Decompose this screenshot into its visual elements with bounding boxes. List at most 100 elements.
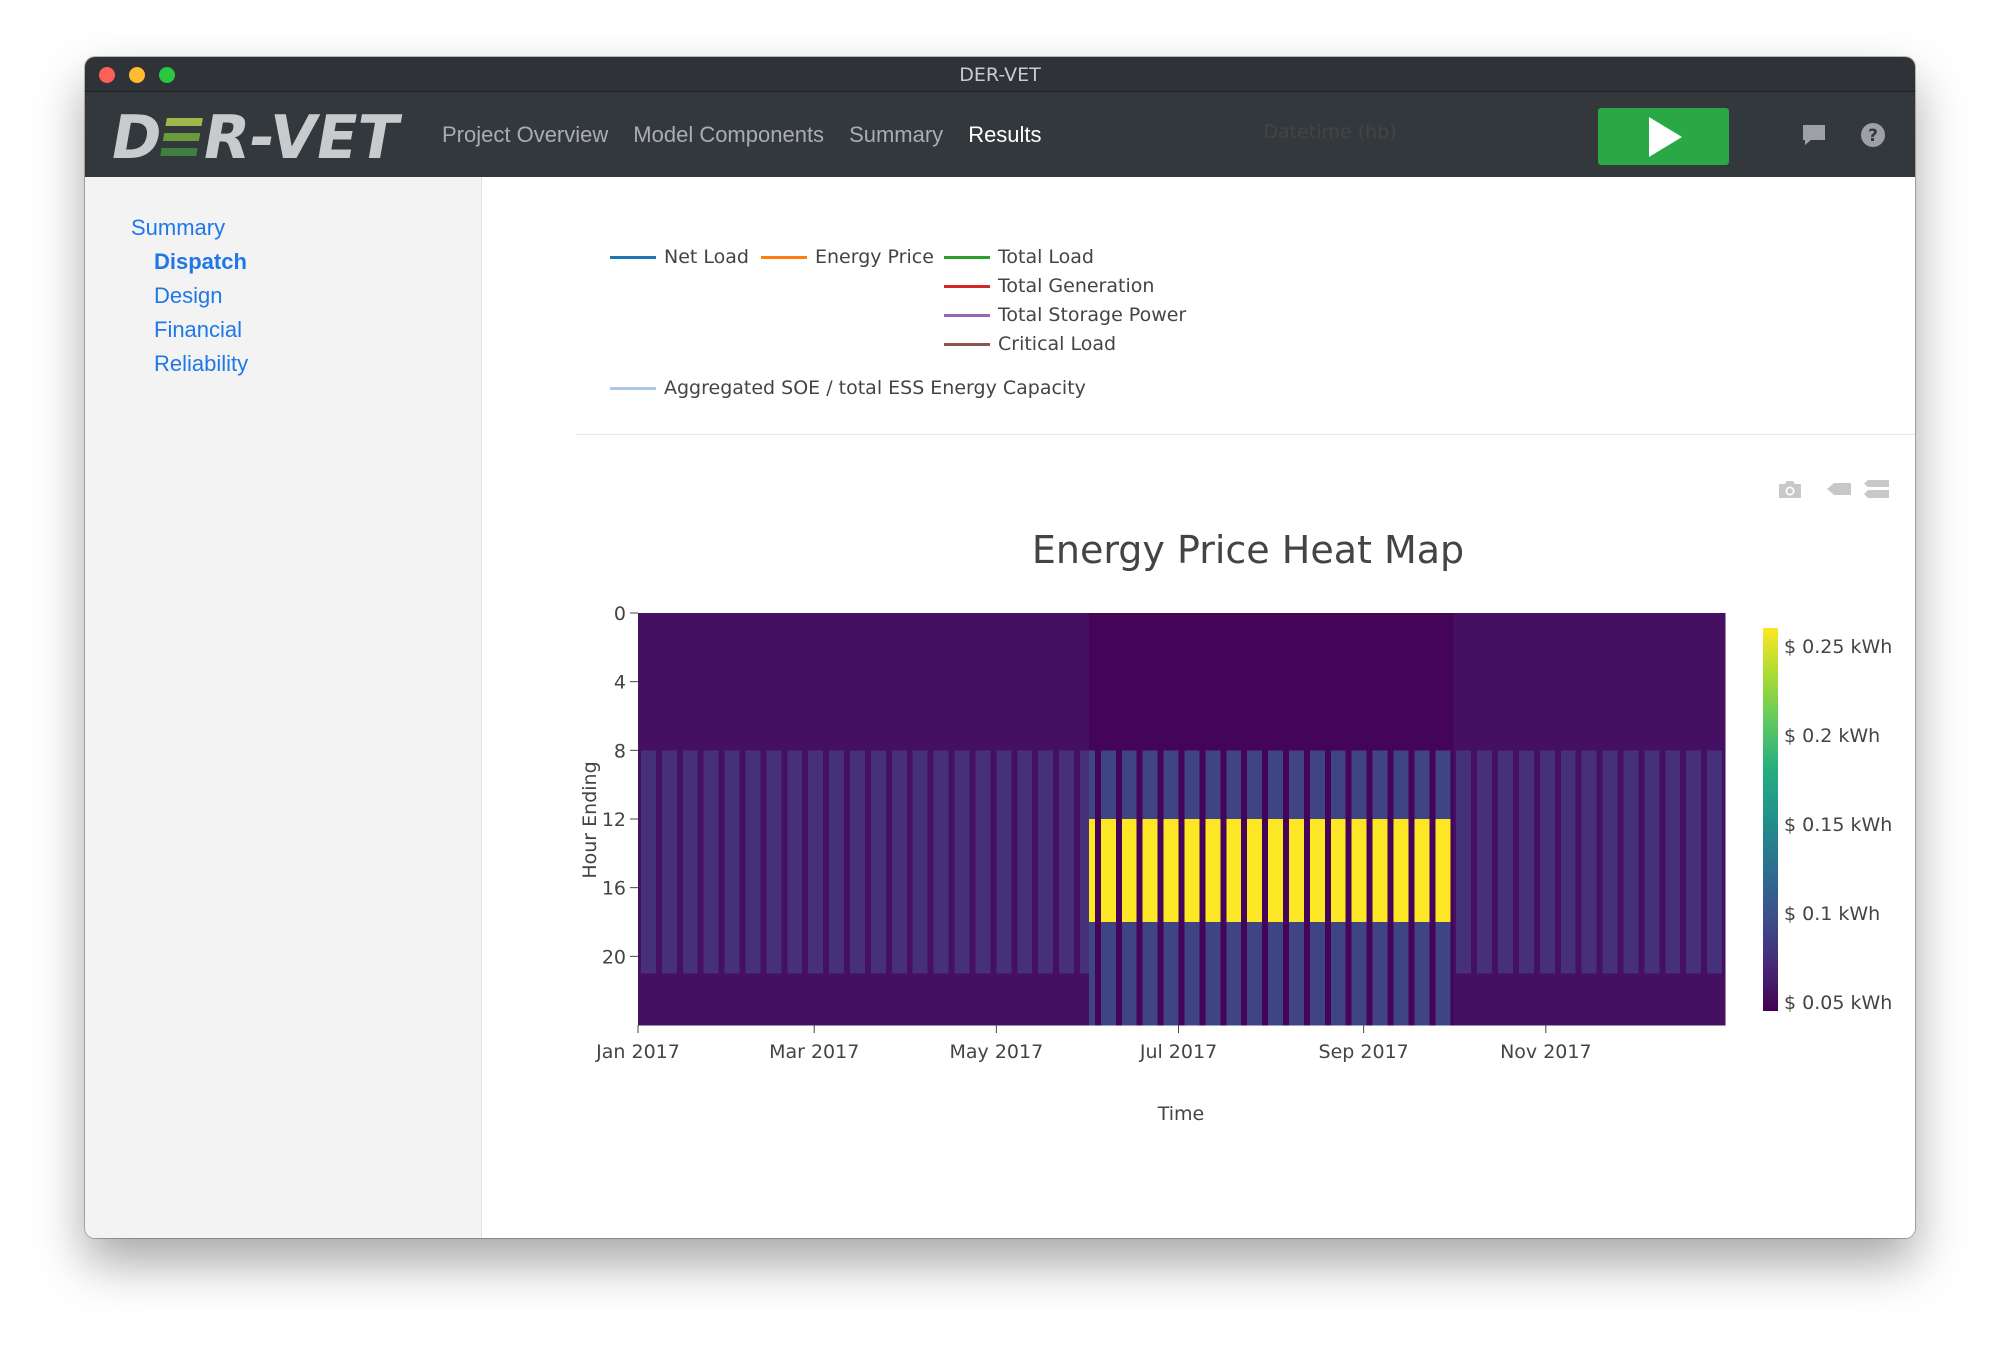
heatmap-cell (1259, 750, 1263, 820)
heatmap-cell (888, 613, 893, 1026)
heatmap-cell (1360, 922, 1364, 1026)
run-button[interactable] (1598, 108, 1729, 165)
camera-icon[interactable] (1777, 478, 1803, 500)
heatmap-cell (1378, 750, 1382, 820)
minimize-window-button[interactable] (129, 67, 145, 83)
heatmap-cell (688, 750, 693, 974)
heatmap-cell (754, 973, 758, 1026)
legend-item-total-storage-power[interactable]: Total Storage Power (944, 304, 1186, 326)
heatmap-cell (1193, 922, 1197, 1026)
heatmap-cell (1229, 819, 1233, 923)
heatmap-cell (1306, 613, 1311, 1026)
heatmap-cell (891, 613, 896, 751)
heatmap-cell (1647, 613, 1651, 751)
heatmap-cell (640, 973, 645, 1026)
legend-swatch (944, 342, 990, 346)
legend-item-total-generation[interactable]: Total Generation (944, 275, 1154, 297)
sidebar-item-design[interactable]: Design (154, 283, 223, 308)
legend-item-critical-load[interactable]: Critical Load (944, 333, 1116, 355)
help-icon[interactable]: ? (1860, 122, 1886, 148)
heatmap-cell (1205, 922, 1209, 1026)
sidebar-item-summary[interactable]: Summary (131, 215, 226, 240)
heatmap-cell (709, 750, 713, 974)
heatmap-cell (966, 750, 970, 974)
heatmap-cell (670, 973, 675, 1026)
compare-icon[interactable] (1864, 478, 1890, 500)
heatmap-cell (691, 973, 696, 1026)
heatmap-cell (1348, 613, 1353, 1026)
heatmap-cell (1223, 613, 1227, 1026)
heatmap-cell (1384, 750, 1388, 820)
heatmap-cell (1029, 750, 1033, 974)
legend-item-net-load[interactable]: Net Load (610, 246, 749, 268)
heatmap-cell (1226, 819, 1230, 923)
heatmap-cell (1330, 613, 1335, 751)
heatmap-cell (1632, 750, 1636, 974)
close-window-button[interactable] (99, 67, 115, 83)
der-vet-logo: D R-VET (109, 106, 405, 166)
heatmap-cell (1324, 613, 1329, 1026)
heatmap-cell (924, 750, 928, 974)
heatmap-cell (1686, 750, 1690, 974)
heatmap-cell (1629, 973, 1633, 1026)
nav-project-overview[interactable]: Project Overview (442, 121, 609, 147)
nav-results[interactable]: Results (968, 121, 1042, 147)
heatmap-cell (1172, 750, 1176, 820)
heatmap-cell (963, 750, 967, 974)
heatmap-cell (1599, 613, 1603, 1026)
heatmap-cell (1085, 750, 1090, 974)
heatmap-cell (1560, 613, 1565, 751)
sidebar-item-financial[interactable]: Financial (154, 317, 243, 342)
heatmap-cell (1166, 922, 1170, 1026)
heatmap-cell (748, 750, 752, 974)
sidebar-item-reliability[interactable]: Reliability (154, 351, 249, 376)
chat-icon[interactable] (1801, 122, 1827, 148)
heatmap-cell (1447, 750, 1451, 820)
heatmap-cell (769, 613, 773, 751)
heatmap-cell (1333, 750, 1338, 820)
legend-swatch (944, 284, 990, 288)
heatmap-cell (832, 973, 836, 1026)
heatmap-cell (1247, 922, 1251, 1026)
heatmap-cell (1103, 750, 1108, 820)
heatmap-cell (1205, 750, 1209, 820)
heatmap-cell (1271, 922, 1275, 1026)
heatmap-cell (1677, 973, 1681, 1026)
heatmap-cell (891, 750, 896, 974)
tag-icon[interactable] (1826, 478, 1852, 500)
heatmap-cell (1315, 750, 1320, 820)
heatmap-cell (1414, 750, 1418, 820)
heatmap-cell (1068, 613, 1072, 751)
heatmap-cell (963, 973, 967, 1026)
heatmap-cell (1235, 750, 1239, 820)
heatmap-cell (1417, 613, 1421, 751)
nav-summary[interactable]: Summary (849, 121, 944, 147)
heatmap-cell (1038, 613, 1042, 751)
heatmap-cell (1342, 819, 1347, 923)
heatmap-cell (1504, 973, 1508, 1026)
sidebar-item-dispatch[interactable]: Dispatch (154, 249, 247, 274)
heatmap-cell (1420, 819, 1424, 923)
heatmap-cell (748, 613, 752, 751)
legend-item-total-load[interactable]: Total Load (944, 246, 1094, 268)
heatmap-cell (918, 613, 922, 751)
heatmap-cell (936, 613, 940, 751)
heatmap-cell (772, 973, 776, 1026)
heatmap-cell (918, 750, 922, 974)
heatmap-cell (1465, 750, 1469, 974)
heatmap-cell (1453, 613, 1457, 1026)
legend-item-energy-price[interactable]: Energy Price (761, 246, 934, 268)
heatmap-cell (1274, 922, 1278, 1026)
heatmap-cell (730, 973, 734, 1026)
nav-model-components[interactable]: Model Components (633, 121, 825, 147)
heatmap-cell (1073, 613, 1078, 1026)
heatmap-cell (1253, 750, 1257, 820)
legend-item-aggregated-soe[interactable]: Aggregated SOE / total ESS Energy Capaci… (610, 377, 1086, 399)
heatmap-cell (1026, 973, 1030, 1026)
heatmap-cell (1109, 819, 1114, 923)
heatmap-cell (1342, 613, 1347, 751)
heatmap-cell (1402, 922, 1406, 1026)
heatmap-cell (1489, 613, 1493, 751)
heatmap-cell (1154, 613, 1158, 751)
maximize-window-button[interactable] (159, 67, 175, 83)
